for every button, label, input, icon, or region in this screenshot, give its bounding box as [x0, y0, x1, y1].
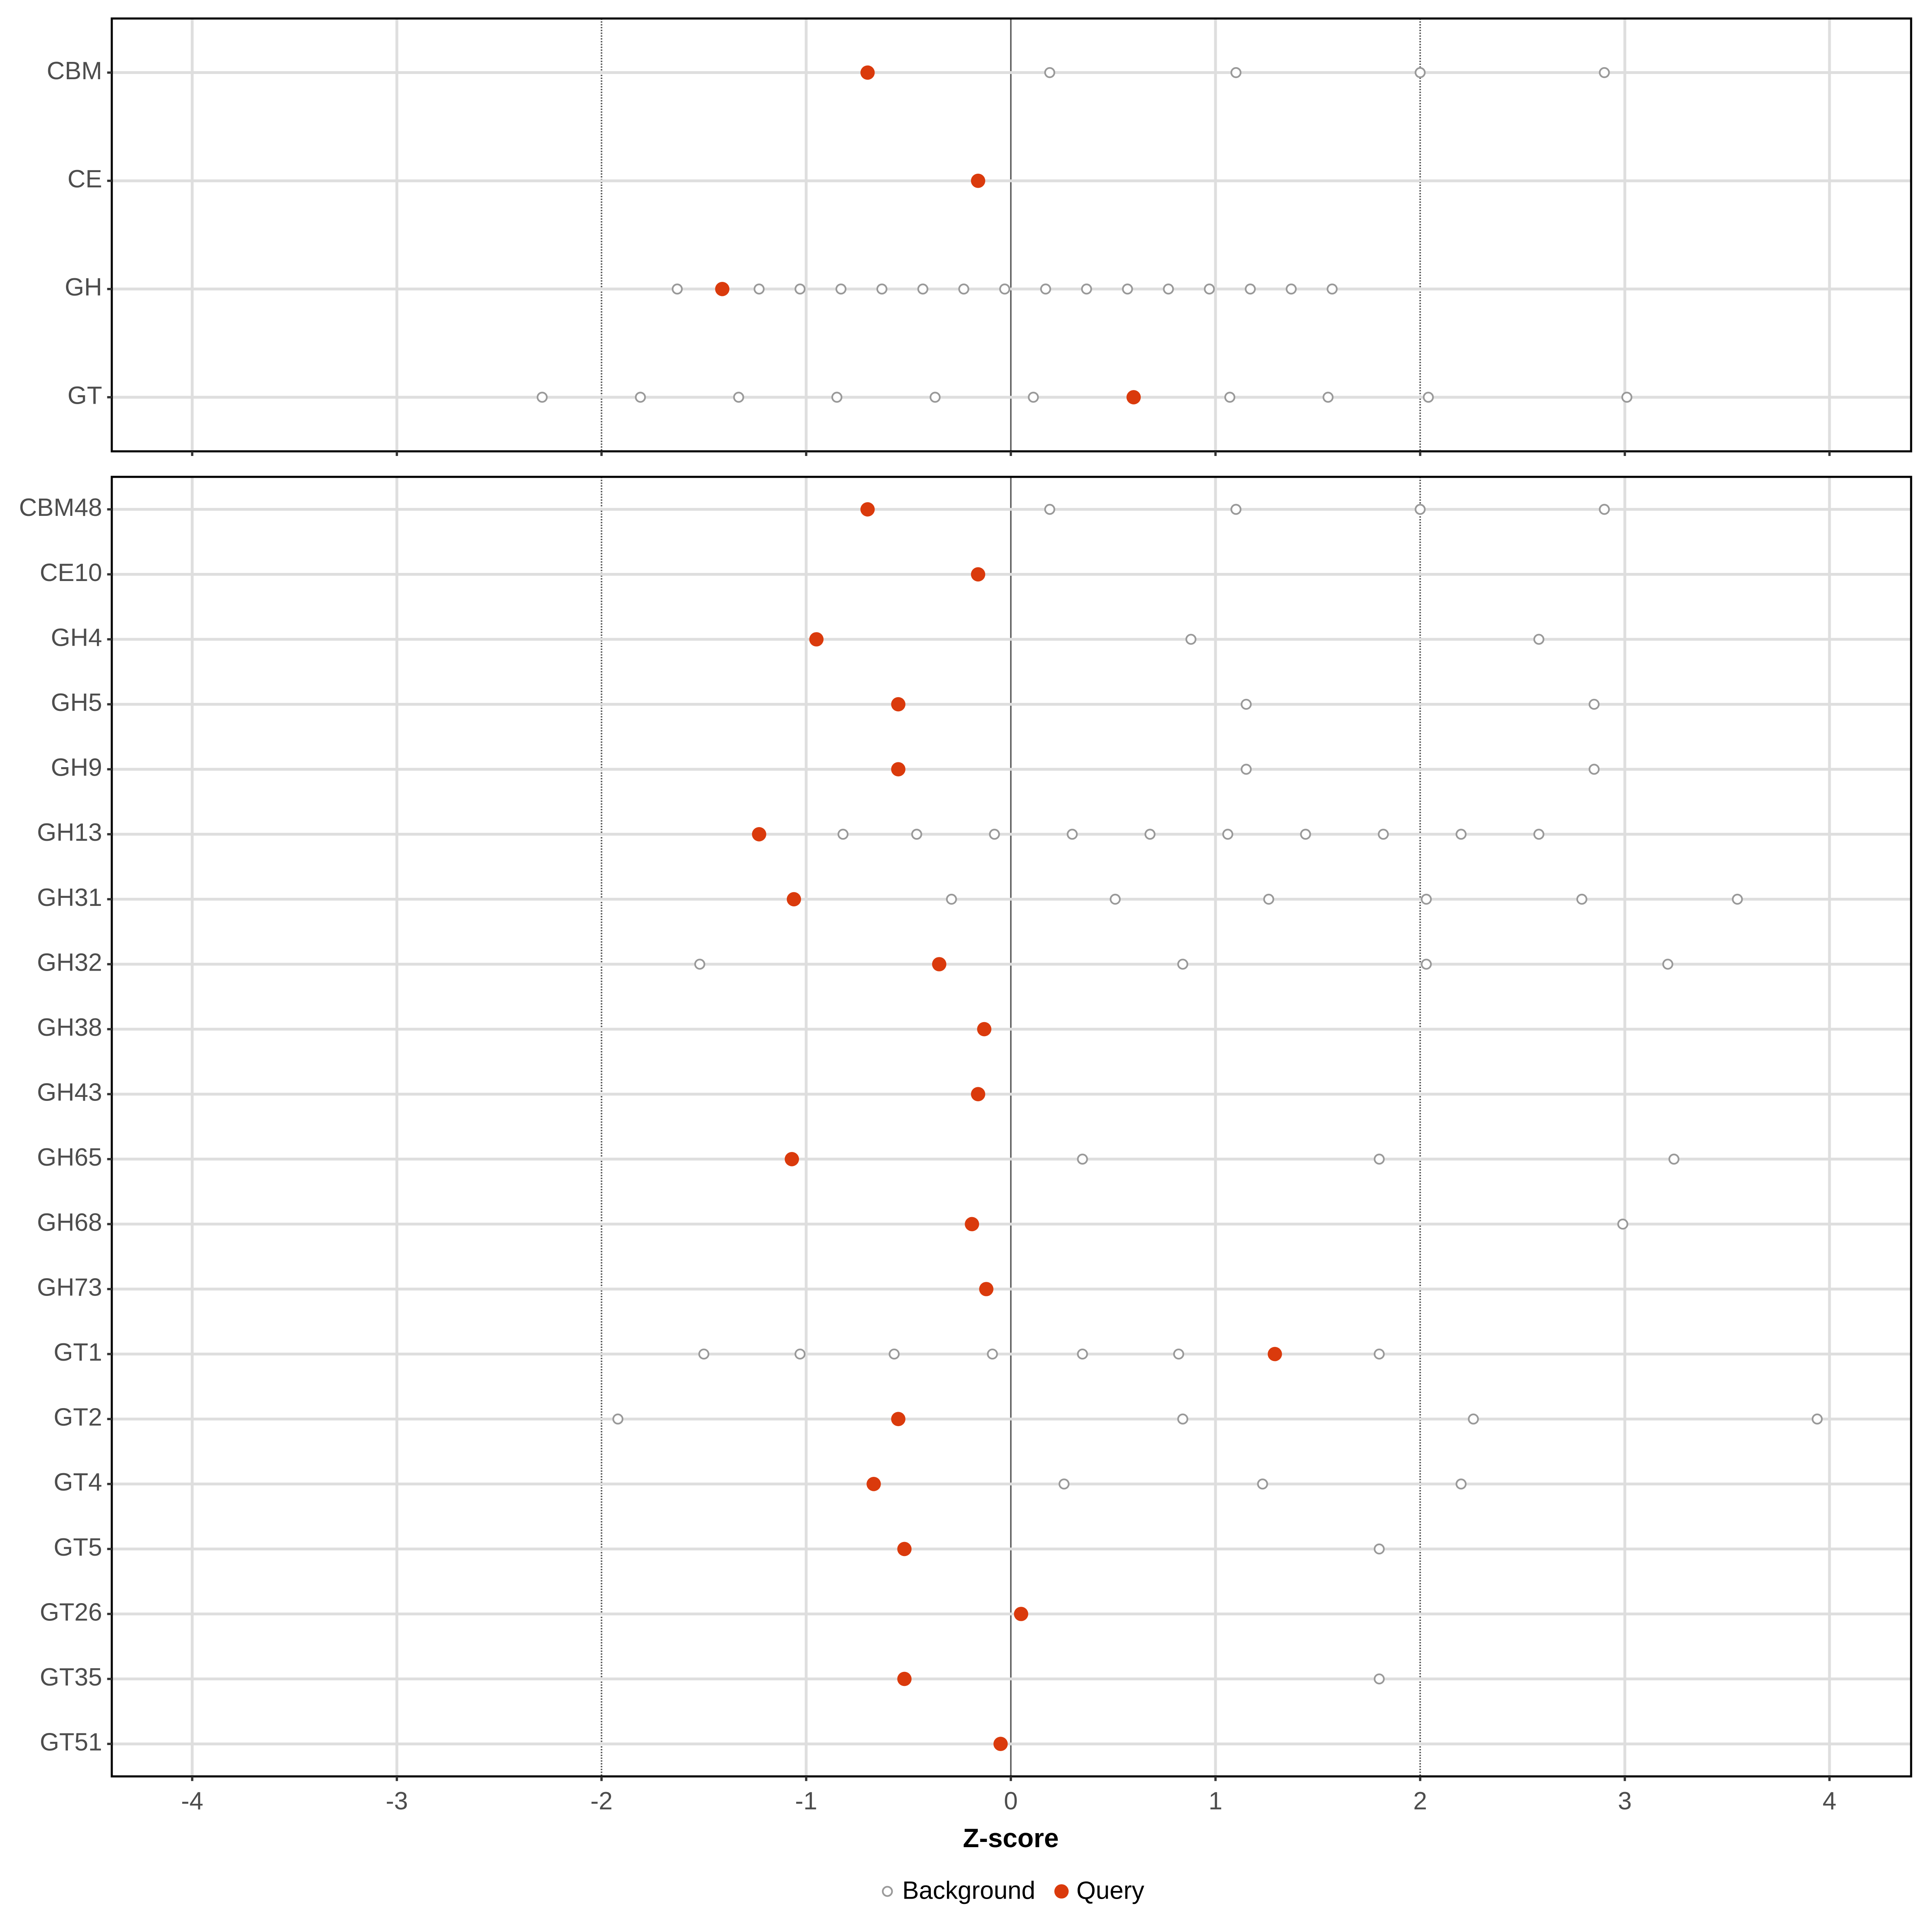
svg-text:GH31: GH31: [37, 884, 102, 912]
svg-text:-4: -4: [181, 1787, 203, 1815]
svg-text:Z-score: Z-score: [963, 1823, 1059, 1853]
svg-text:-2: -2: [590, 1787, 612, 1815]
svg-text:-1: -1: [795, 1787, 817, 1815]
svg-text:GH32: GH32: [37, 949, 102, 976]
svg-text:GT4: GT4: [53, 1468, 102, 1496]
svg-text:GH68: GH68: [37, 1209, 102, 1236]
svg-text:4: 4: [1823, 1787, 1836, 1815]
svg-text:Background: Background: [902, 1877, 1035, 1904]
svg-text:GH: GH: [65, 273, 102, 301]
svg-text:1: 1: [1209, 1787, 1222, 1815]
svg-text:GH4: GH4: [51, 624, 102, 651]
svg-text:GT5: GT5: [53, 1534, 102, 1561]
svg-text:3: 3: [1618, 1787, 1632, 1815]
svg-text:GH73: GH73: [37, 1273, 102, 1301]
svg-text:GT: GT: [68, 382, 102, 409]
svg-text:2: 2: [1413, 1787, 1427, 1815]
svg-text:GH38: GH38: [37, 1014, 102, 1041]
svg-text:CE10: CE10: [40, 559, 102, 587]
svg-text:GT51: GT51: [40, 1729, 102, 1756]
svg-text:GT35: GT35: [40, 1663, 102, 1691]
svg-text:GH43: GH43: [37, 1079, 102, 1107]
svg-text:GT26: GT26: [40, 1598, 102, 1626]
svg-text:GT1: GT1: [53, 1339, 102, 1366]
svg-text:GH13: GH13: [37, 819, 102, 846]
svg-text:0: 0: [1004, 1787, 1018, 1815]
svg-text:GH5: GH5: [51, 689, 102, 717]
svg-text:-3: -3: [386, 1787, 408, 1815]
svg-text:GT2: GT2: [53, 1404, 102, 1431]
svg-text:GH65: GH65: [37, 1144, 102, 1171]
svg-text:CE: CE: [68, 165, 102, 193]
svg-text:CBM: CBM: [47, 57, 102, 85]
svg-text:CBM48: CBM48: [19, 494, 102, 521]
svg-text:GH9: GH9: [51, 754, 102, 782]
svg-text:Query: Query: [1076, 1877, 1144, 1904]
